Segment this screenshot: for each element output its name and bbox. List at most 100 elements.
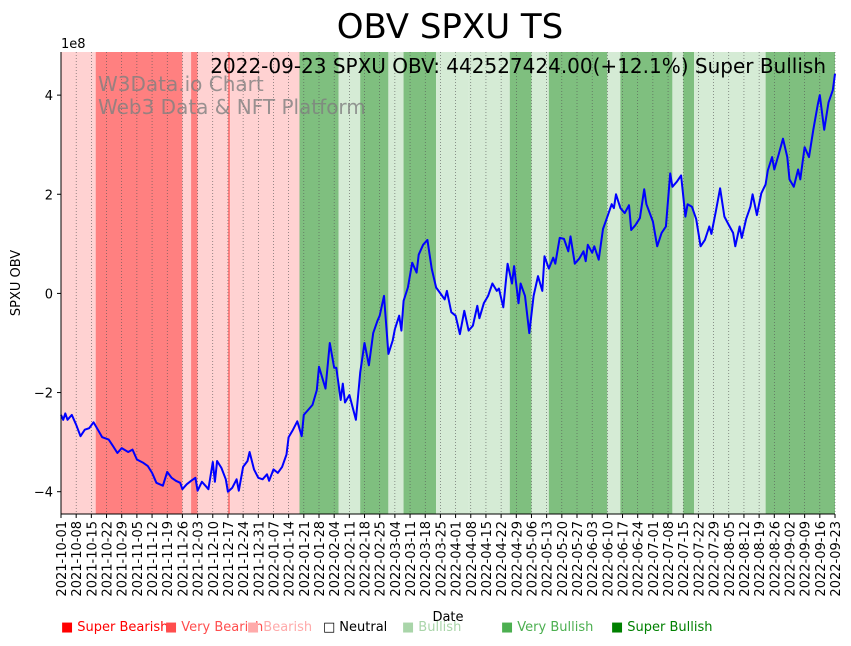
regime-band-2: [182, 52, 192, 514]
x-tick-label-43: 2022-07-29: [708, 521, 723, 597]
x-tick-label-12: 2021-12-24: [237, 521, 252, 597]
legend-item-1: ■ Very Bearish: [165, 620, 263, 635]
x-tick-label-28: 2022-04-15: [480, 521, 495, 597]
x-tick-label-20: 2022-02-18: [359, 521, 374, 597]
legend-label-2: Bearish: [263, 620, 313, 635]
regime-band-13: [468, 52, 510, 514]
legend-item-3: □ Neutral: [323, 620, 387, 635]
legend-item-5: ■ Very Bullish: [501, 620, 593, 635]
x-tick-label-33: 2022-05-20: [556, 521, 571, 597]
watermark-line-2: Web3 Data & NFT Platform: [98, 95, 366, 119]
regime-band-21: [694, 52, 712, 514]
x-tick-label-29: 2022-04-22: [495, 521, 510, 597]
x-tick-label-21: 2022-02-25: [374, 521, 389, 597]
x-tick-label-50: 2022-09-16: [814, 521, 829, 597]
regime-band-20: [683, 52, 695, 514]
x-tick-label-14: 2022-01-07: [267, 521, 282, 597]
legend-swatch-5: ■: [501, 620, 514, 635]
x-tick-label-34: 2022-05-27: [571, 521, 586, 597]
regime-band-12: [436, 52, 469, 514]
regime-band-16: [548, 52, 608, 514]
x-tick-label-7: 2021-11-19: [161, 521, 176, 597]
x-tick-label-0: 2021-10-01: [55, 521, 70, 597]
regime-band-0: [61, 52, 96, 514]
regime-band-18: [620, 52, 673, 514]
y-tick-label-3: 2: [45, 188, 53, 203]
x-tick-label-35: 2022-06-03: [586, 521, 601, 597]
x-tick-label-8: 2021-11-26: [176, 521, 191, 597]
x-tick-label-47: 2022-08-26: [768, 521, 783, 597]
axes: [60, 52, 835, 515]
x-tick-label-26: 2022-04-01: [450, 521, 465, 597]
x-tick-label-42: 2022-07-22: [692, 521, 707, 597]
x-tick-label-23: 2022-03-11: [404, 521, 419, 597]
x-tick-label-45: 2022-08-12: [738, 521, 753, 597]
x-tick-label-2: 2021-10-15: [85, 521, 100, 597]
x-tick-label-19: 2022-02-11: [343, 521, 358, 597]
legend-item-4: ■ Bullish: [402, 620, 461, 635]
y-tick-label-4: 4: [45, 89, 53, 104]
legend-item-2: ■ Bearish: [247, 620, 312, 635]
x-tick-label-44: 2022-08-05: [723, 521, 738, 597]
x-tick-label-46: 2022-08-19: [753, 521, 768, 597]
legend-swatch-2: ■: [247, 620, 260, 635]
x-tick-label-30: 2022-04-29: [510, 521, 525, 597]
regime-bands: [61, 52, 835, 514]
x-tick-label-22: 2022-03-04: [389, 521, 404, 597]
x-ticks: 2021-10-01 2021-10-08 2021-10-15 2021-10-22…: [55, 514, 844, 597]
regime-band-22: [711, 52, 766, 514]
y-tick-label-1: −2: [34, 387, 53, 402]
x-tick-label-32: 2022-05-13: [541, 521, 556, 597]
regime-band-1: [95, 52, 183, 514]
x-tick-label-40: 2022-07-08: [662, 521, 677, 597]
obv-line: [60, 73, 836, 493]
x-tick-label-31: 2022-05-06: [525, 521, 540, 597]
legend-swatch-4: ■: [402, 620, 415, 635]
regime-band-3: [191, 52, 198, 514]
legend-item-6: ■ Super Bullish: [611, 620, 713, 635]
x-tick-label-37: 2022-06-17: [617, 521, 632, 597]
x-tick-label-25: 2022-03-25: [434, 521, 449, 597]
regime-band-9: [360, 52, 389, 514]
y-axis-label: SPXU OBV: [9, 250, 24, 316]
chart-title: OBV SPXU TS: [337, 7, 564, 47]
x-tick-label-17: 2022-01-28: [313, 521, 328, 597]
x-tick-label-41: 2022-07-15: [677, 521, 692, 597]
legend-label-1: Very Bearish: [181, 620, 264, 635]
legend-label-6: Super Bullish: [627, 620, 713, 635]
x-tick-label-16: 2022-01-21: [298, 521, 313, 597]
x-tick-label-4: 2021-10-29: [116, 521, 131, 597]
x-tick-label-24: 2022-03-18: [419, 521, 434, 597]
x-tick-label-51: 2022-09-23: [829, 521, 844, 597]
x-tick-label-48: 2022-09-02: [783, 521, 798, 597]
x-tick-label-11: 2021-12-17: [222, 521, 237, 597]
x-tick-label-9: 2021-12-03: [192, 521, 207, 597]
legend-swatch-1: ■: [165, 620, 178, 635]
chart-subtitle: 2022-09-23 SPXU OBV: 442527424.00(+12.1%…: [210, 54, 826, 78]
legend-swatch-3: □: [323, 620, 336, 635]
x-tick-label-5: 2021-11-05: [131, 521, 146, 597]
regime-band-5: [227, 52, 231, 514]
legend-item-0: ■ Super Bearish: [61, 620, 168, 635]
x-tick-label-49: 2022-09-09: [799, 521, 814, 597]
y-multiplier-label: 1e8: [61, 37, 86, 52]
x-tick-label-18: 2022-02-04: [328, 521, 343, 597]
x-tick-label-38: 2022-06-24: [632, 521, 647, 597]
legend-label-5: Very Bullish: [517, 620, 594, 635]
x-tick-label-27: 2022-04-08: [465, 521, 480, 597]
x-tick-label-10: 2021-12-10: [207, 521, 222, 597]
x-tick-label-39: 2022-07-01: [647, 521, 662, 597]
x-tick-label-1: 2021-10-08: [70, 521, 85, 597]
regime-band-17: [607, 52, 621, 514]
legend-label-4: Bullish: [418, 620, 462, 635]
x-tick-label-3: 2021-10-22: [101, 521, 116, 597]
legend-swatch-0: ■: [61, 620, 74, 635]
y-ticks: −4 −2 0 2 4: [34, 89, 61, 501]
x-tick-label-6: 2021-11-12: [146, 521, 161, 597]
legend-swatch-6: ■: [611, 620, 624, 635]
watermark-line-1: W3Data.io Chart: [98, 72, 264, 96]
y-tick-label-0: −4: [34, 486, 53, 501]
regime-band-10: [388, 52, 404, 514]
regime-band-6: [230, 52, 300, 514]
